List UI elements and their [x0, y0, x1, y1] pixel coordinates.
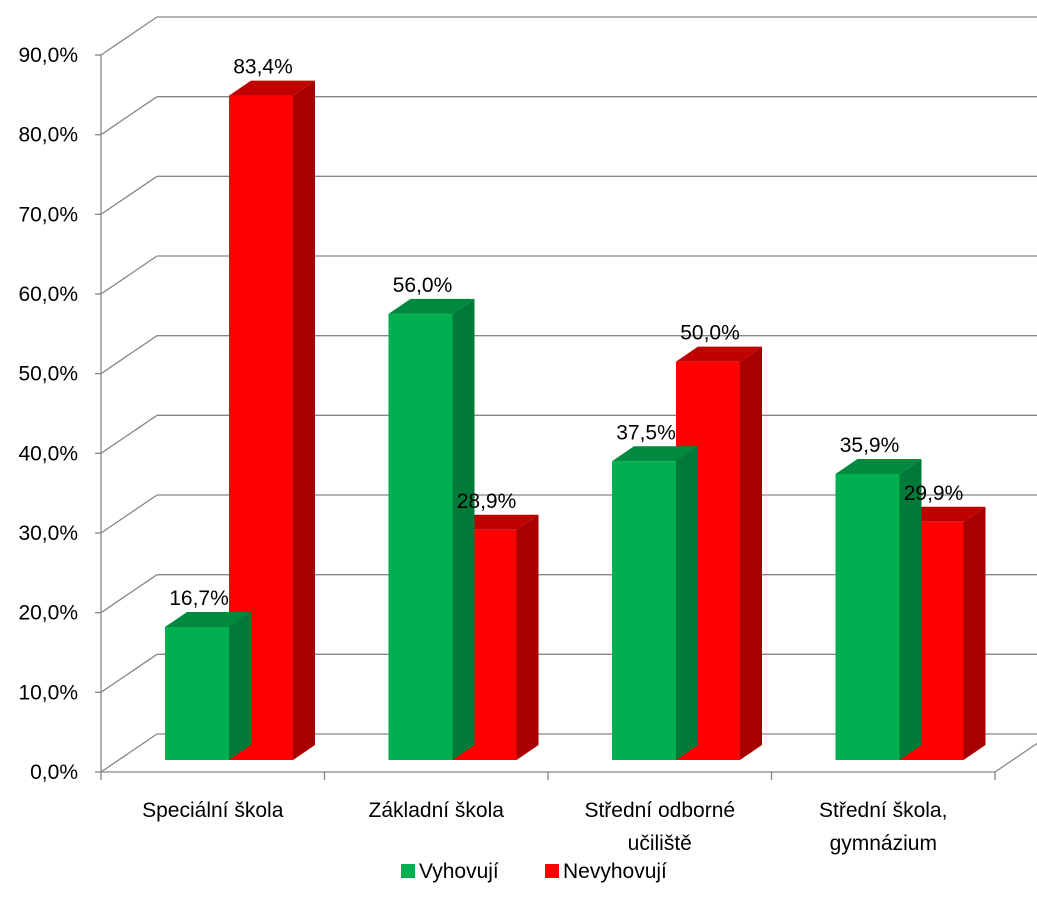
data-label: 83,4% — [233, 56, 293, 79]
data-label: 29,9% — [904, 482, 964, 505]
data-label: 28,9% — [457, 490, 517, 513]
x-tick-label: Základní škola — [369, 799, 505, 822]
x-tick-label: gymnázium — [830, 832, 937, 855]
data-label: 50,0% — [680, 322, 740, 345]
bar-side — [452, 298, 475, 760]
y-tick-label: 50,0% — [18, 363, 78, 386]
data-label: 37,5% — [616, 421, 676, 444]
bar-side — [516, 514, 539, 760]
gridline-diagonal — [100, 733, 158, 773]
y-tick-label: 30,0% — [18, 522, 78, 545]
bar — [165, 611, 251, 760]
bar-top — [229, 80, 315, 96]
bar-side — [899, 458, 922, 760]
y-tick-label: 80,0% — [18, 124, 78, 147]
legend-swatch — [545, 864, 559, 878]
bar-top — [676, 346, 762, 362]
data-label: 35,9% — [840, 434, 900, 457]
x-tick-label: Speciální škola — [142, 799, 284, 822]
legend-label: Vyhovují — [419, 860, 499, 883]
gridline-diagonal — [100, 335, 158, 375]
x-tick-label: učiliště — [628, 832, 692, 855]
bar-top — [165, 611, 251, 627]
bar-front — [835, 473, 900, 760]
gridline-diagonal — [100, 175, 158, 215]
bar-top — [835, 458, 922, 474]
legend-label: Nevyhovují — [563, 860, 667, 883]
gridline-diagonal — [100, 255, 158, 295]
bar-side — [676, 446, 698, 760]
y-tick-label: 0,0% — [30, 761, 78, 784]
y-tick-label: 20,0% — [18, 602, 78, 625]
bar — [229, 80, 315, 760]
x-tick-label: Střední škola, — [819, 799, 947, 822]
bar-side — [740, 346, 762, 760]
bar-top — [612, 446, 698, 462]
data-label: 56,0% — [393, 274, 453, 297]
bar-side — [963, 506, 986, 760]
gridline-diagonal — [100, 653, 158, 693]
y-tick-label: 10,0% — [18, 681, 78, 704]
bar — [835, 458, 922, 760]
x-tick-label: Střední odborné — [584, 799, 735, 822]
bar — [612, 446, 698, 760]
y-tick-label: 90,0% — [18, 44, 78, 67]
gridline-diagonal — [100, 16, 158, 56]
floor-edge — [994, 742, 1037, 773]
y-tick-label: 60,0% — [18, 283, 78, 306]
bar-front — [388, 313, 453, 760]
gridline-diagonal — [100, 494, 158, 534]
y-tick-label: 70,0% — [18, 203, 78, 226]
gridline-diagonal — [100, 96, 158, 136]
gridline-diagonal — [100, 414, 158, 454]
y-tick-label: 40,0% — [18, 442, 78, 465]
gridline-diagonal — [100, 574, 158, 614]
bar-front — [612, 461, 676, 760]
bar-side — [229, 611, 251, 760]
bar-top — [388, 298, 475, 314]
bar-side — [293, 80, 315, 760]
bar-front — [165, 626, 229, 760]
data-label: 16,7% — [169, 587, 229, 610]
legend-swatch — [401, 864, 415, 878]
bar — [388, 298, 475, 760]
